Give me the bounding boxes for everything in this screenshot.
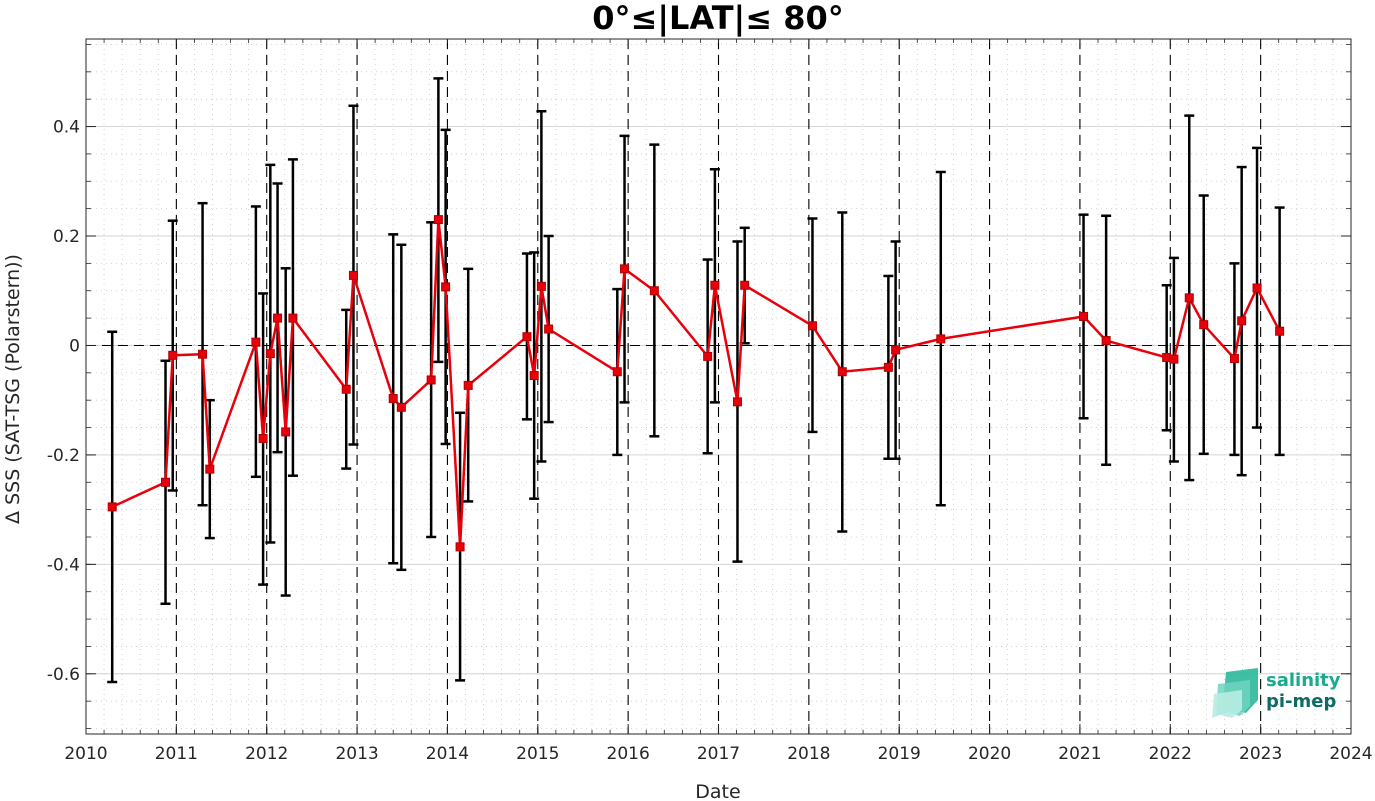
data-point-marker bbox=[433, 215, 443, 225]
data-point-marker bbox=[612, 367, 622, 377]
data-point-marker bbox=[426, 375, 436, 385]
data-point-marker bbox=[883, 362, 893, 372]
data-point-marker bbox=[1169, 354, 1179, 364]
x-tick-label: 2020 bbox=[968, 744, 1011, 764]
salinity-pi-mep-logo: salinity pi-mep bbox=[1212, 668, 1341, 718]
data-point-marker bbox=[837, 367, 847, 377]
x-tick-label: 2021 bbox=[1058, 744, 1101, 764]
x-tick-label: 2012 bbox=[245, 744, 288, 764]
logo-text-salinity: salinity bbox=[1266, 670, 1341, 691]
logo-text-pi-mep: pi-mep bbox=[1266, 691, 1336, 712]
data-point-marker bbox=[288, 313, 298, 323]
data-point-marker bbox=[1199, 320, 1209, 330]
x-tick-label: 2019 bbox=[878, 744, 921, 764]
y-tick-label: -0.4 bbox=[47, 555, 80, 575]
year-separators bbox=[175, 39, 1262, 734]
data-point-marker bbox=[205, 464, 215, 474]
y-tick-label: 0.4 bbox=[53, 118, 80, 138]
data-point-marker bbox=[807, 321, 817, 331]
data-point-marker bbox=[107, 502, 117, 512]
data-point-marker bbox=[936, 334, 946, 344]
data-point-marker bbox=[1079, 311, 1089, 321]
y-tick-label: 0.2 bbox=[53, 227, 80, 247]
data-point-marker bbox=[348, 270, 358, 280]
data-point-marker bbox=[168, 350, 178, 360]
series-line bbox=[111, 219, 1281, 547]
data-point-marker bbox=[703, 351, 713, 361]
x-tick-label: 2024 bbox=[1329, 744, 1372, 764]
x-tick-labels: 2010 2011 2012 2013 2014 2015 2016 2017 2018 2019… bbox=[64, 744, 1372, 764]
data-point-marker bbox=[1237, 316, 1247, 326]
series-markers bbox=[107, 215, 1285, 552]
data-point-marker bbox=[1275, 326, 1285, 336]
data-point-marker bbox=[1184, 293, 1194, 303]
data-point-marker bbox=[529, 371, 539, 381]
y-tick-label: 0 bbox=[69, 336, 80, 356]
data-point-marker bbox=[463, 380, 473, 390]
y-tick-label: -0.6 bbox=[47, 665, 80, 685]
x-tick-label: 2023 bbox=[1239, 744, 1282, 764]
data-point-marker bbox=[649, 286, 659, 296]
data-point-marker bbox=[198, 349, 208, 359]
chart-title: 0°≤|LAT|≤ 80° bbox=[592, 0, 843, 38]
data-point-marker bbox=[396, 402, 406, 412]
data-point-marker bbox=[161, 477, 171, 487]
data-point-marker bbox=[273, 313, 283, 323]
data-point-marker bbox=[740, 280, 750, 290]
logo-wave-icon bbox=[1212, 668, 1258, 718]
y-tick-label: -0.2 bbox=[47, 446, 80, 466]
x-tick-label: 2015 bbox=[516, 744, 559, 764]
data-point-marker bbox=[441, 282, 451, 292]
data-point-marker bbox=[265, 349, 275, 359]
data-point-marker bbox=[544, 324, 554, 334]
data-point-marker bbox=[536, 281, 546, 291]
x-tick-label: 2014 bbox=[426, 744, 469, 764]
data-point-marker bbox=[1229, 354, 1239, 364]
x-tick-label: 2013 bbox=[335, 744, 378, 764]
y-axis-label: Δ SSS (SAT-TSG (Polarstern)) bbox=[2, 254, 24, 524]
data-point-marker bbox=[455, 542, 465, 552]
x-tick-label: 2018 bbox=[787, 744, 830, 764]
axis-ticks bbox=[85, 39, 1352, 734]
x-tick-label: 2022 bbox=[1149, 744, 1192, 764]
data-point-marker bbox=[341, 384, 351, 394]
data-point-marker bbox=[281, 427, 291, 437]
y-tick-labels: -0.6 -0.4 -0.2 0 0.2 0.4 bbox=[47, 118, 80, 685]
data-point-marker bbox=[522, 332, 532, 342]
data-point-marker bbox=[1101, 336, 1111, 346]
data-point-marker bbox=[710, 280, 720, 290]
data-point-marker bbox=[258, 433, 268, 443]
data-point-marker bbox=[251, 337, 261, 347]
x-tick-label: 2016 bbox=[607, 744, 650, 764]
x-tick-label: 2017 bbox=[697, 744, 740, 764]
x-tick-label: 2011 bbox=[155, 744, 198, 764]
x-axis-label: Date bbox=[695, 781, 740, 801]
data-point-marker bbox=[388, 394, 398, 404]
data-point-marker bbox=[891, 345, 901, 355]
data-point-marker bbox=[732, 397, 742, 407]
data-point-marker bbox=[1252, 283, 1262, 293]
data-point-marker bbox=[620, 264, 630, 274]
x-tick-label: 2010 bbox=[64, 744, 107, 764]
